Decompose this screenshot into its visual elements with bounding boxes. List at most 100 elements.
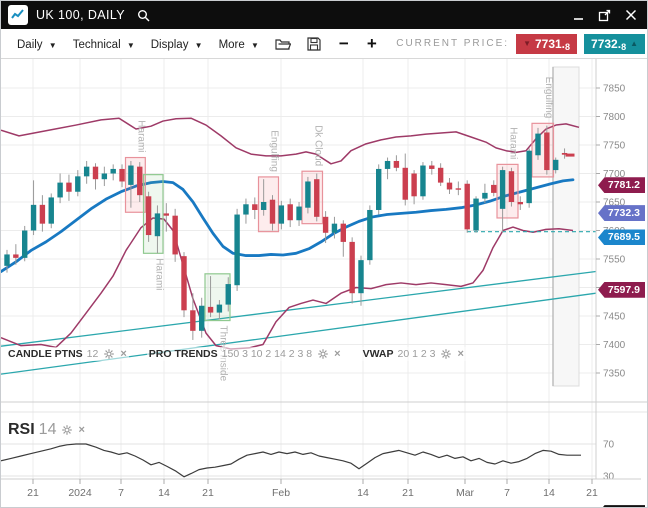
rsi-tick-label: 70: [603, 440, 615, 451]
close-icon[interactable]: ×: [334, 348, 341, 360]
candle-bull: [526, 150, 532, 204]
candle-bull: [110, 168, 116, 174]
candle-bear: [287, 204, 293, 221]
price-chart-canvas[interactable]: HaramiHaramiThree InsideEngulfingDk Clou…: [1, 59, 648, 508]
price-badge: 7689.5: [598, 229, 645, 246]
candle-bull: [48, 197, 54, 224]
menu-daily[interactable]: Daily ▼: [17, 38, 57, 51]
rsi-line: [1, 443, 581, 478]
candle-bull: [367, 209, 373, 261]
toolbar-menus: Daily ▼ Technical ▼ Display ▼ More ▼: [1, 35, 259, 53]
candle-bear: [455, 188, 462, 190]
price-tick-label: 7650: [603, 198, 626, 209]
close-button[interactable]: [625, 9, 637, 21]
candle-bull: [101, 173, 108, 180]
pattern-box-engulfing: [531, 122, 555, 178]
last-price-marker: [565, 153, 575, 157]
candle-bull: [331, 223, 338, 233]
close-icon[interactable]: ×: [120, 348, 127, 360]
save-layout-icon[interactable]: [307, 36, 321, 51]
candle-bear: [137, 166, 143, 196]
sell-price-badge[interactable]: ▼ 7731. 8: [516, 33, 578, 54]
pattern-label: Harami: [135, 120, 146, 152]
gear-icon[interactable]: [104, 349, 115, 359]
indicator-vwap: VWAP 20 1 2 3 ×: [360, 347, 466, 361]
menu-display[interactable]: Display ▼: [150, 38, 203, 51]
time-tick-label: 7: [118, 487, 124, 499]
indicator-params: 12: [86, 348, 99, 360]
indicator-name: RSI: [8, 421, 35, 438]
price-tick-label: 7350: [603, 369, 626, 380]
price-tick-label: 7750: [603, 141, 626, 152]
candle-bull: [482, 192, 488, 199]
zoom-in-button[interactable]: +: [366, 34, 377, 53]
price-tick-label: 7850: [603, 84, 626, 95]
candle-bear: [393, 160, 400, 168]
gear-icon[interactable]: [318, 349, 328, 359]
rsi-tick-label: 30: [603, 472, 615, 483]
time-tick-label: 21: [27, 487, 39, 499]
pattern-label: Engulfing: [543, 77, 554, 119]
candle-bear: [207, 306, 214, 313]
close-icon[interactable]: ×: [457, 348, 464, 360]
candle-bull: [234, 214, 240, 286]
indicator-params: 150 3 10 2 14 2 3 8: [221, 348, 313, 360]
buy-price-badge[interactable]: 7732. 8 ▲: [584, 33, 645, 54]
open-layout-icon[interactable]: [275, 37, 291, 51]
candle-bear: [145, 196, 152, 236]
time-tick-label: 14: [543, 487, 555, 499]
time-tick-label: 21: [402, 487, 414, 499]
candle-bear: [429, 165, 435, 169]
candle-bear: [322, 216, 329, 233]
app-logo-icon: [8, 5, 28, 25]
candle-bull: [30, 204, 37, 231]
gear-icon[interactable]: [62, 425, 73, 435]
candle-bull: [376, 168, 382, 210]
candle-bear: [39, 204, 46, 224]
candle-bear: [66, 182, 72, 192]
chart-toolbar: Daily ▼ Technical ▼ Display ▼ More ▼ − + CU…: [1, 29, 647, 59]
candle-bear: [402, 167, 408, 200]
indicator-legend: CANDLE PTNS 12 × PRO TRENDS 150 3 10 2 14 2 …: [6, 347, 484, 361]
candle-bull: [57, 182, 63, 198]
candle-bear: [119, 168, 125, 182]
time-tick-label: 7: [504, 487, 510, 499]
zoom-out-button[interactable]: −: [338, 34, 349, 53]
candle-bull: [83, 166, 90, 177]
menu-more[interactable]: More ▼: [218, 38, 259, 51]
candle-bear: [163, 213, 169, 216]
indicator-candle-ptns: CANDLE PTNS 12 ×: [6, 347, 129, 361]
candle-bull: [4, 254, 10, 266]
candle-bull: [225, 284, 231, 305]
candle-bear: [446, 182, 453, 190]
candle-bull: [128, 165, 134, 185]
minimize-button[interactable]: [573, 10, 584, 21]
indicator-params: 20 1 2 3: [397, 348, 436, 360]
menu-technical[interactable]: Technical ▼: [72, 38, 135, 51]
search-icon[interactable]: [137, 9, 150, 22]
candle-bear: [349, 241, 355, 294]
pattern-label: Harami: [508, 127, 519, 159]
candle-bull: [358, 260, 364, 294]
candle-bear: [411, 173, 417, 197]
pattern-label: Engulfing: [269, 130, 280, 172]
candle-bull: [535, 133, 541, 156]
pattern-label: Dk Cloud: [312, 125, 323, 166]
candle-bear: [437, 167, 444, 183]
time-tick-label: 2024: [68, 487, 92, 499]
candle-bear: [491, 184, 497, 193]
indicator-pro-trends: PRO TRENDS 150 3 10 2 14 2 3 8 ×: [146, 347, 343, 361]
rsi-indicator-label: RSI 14 ×: [6, 420, 87, 440]
time-tick-label: 21: [586, 487, 598, 499]
title-bar: UK 100, DAILY: [1, 1, 647, 29]
candle-bull: [296, 206, 302, 221]
close-icon[interactable]: ×: [78, 424, 85, 436]
candle-bull: [75, 176, 81, 192]
time-tick-label: 14: [357, 487, 369, 499]
chevron-down-icon: ▼: [194, 40, 203, 50]
gear-icon[interactable]: [441, 349, 452, 359]
candle-bull: [199, 305, 205, 331]
popout-window-button[interactable]: [598, 9, 611, 22]
candle-bear: [314, 179, 320, 217]
down-arrow-icon: ▼: [523, 38, 531, 48]
